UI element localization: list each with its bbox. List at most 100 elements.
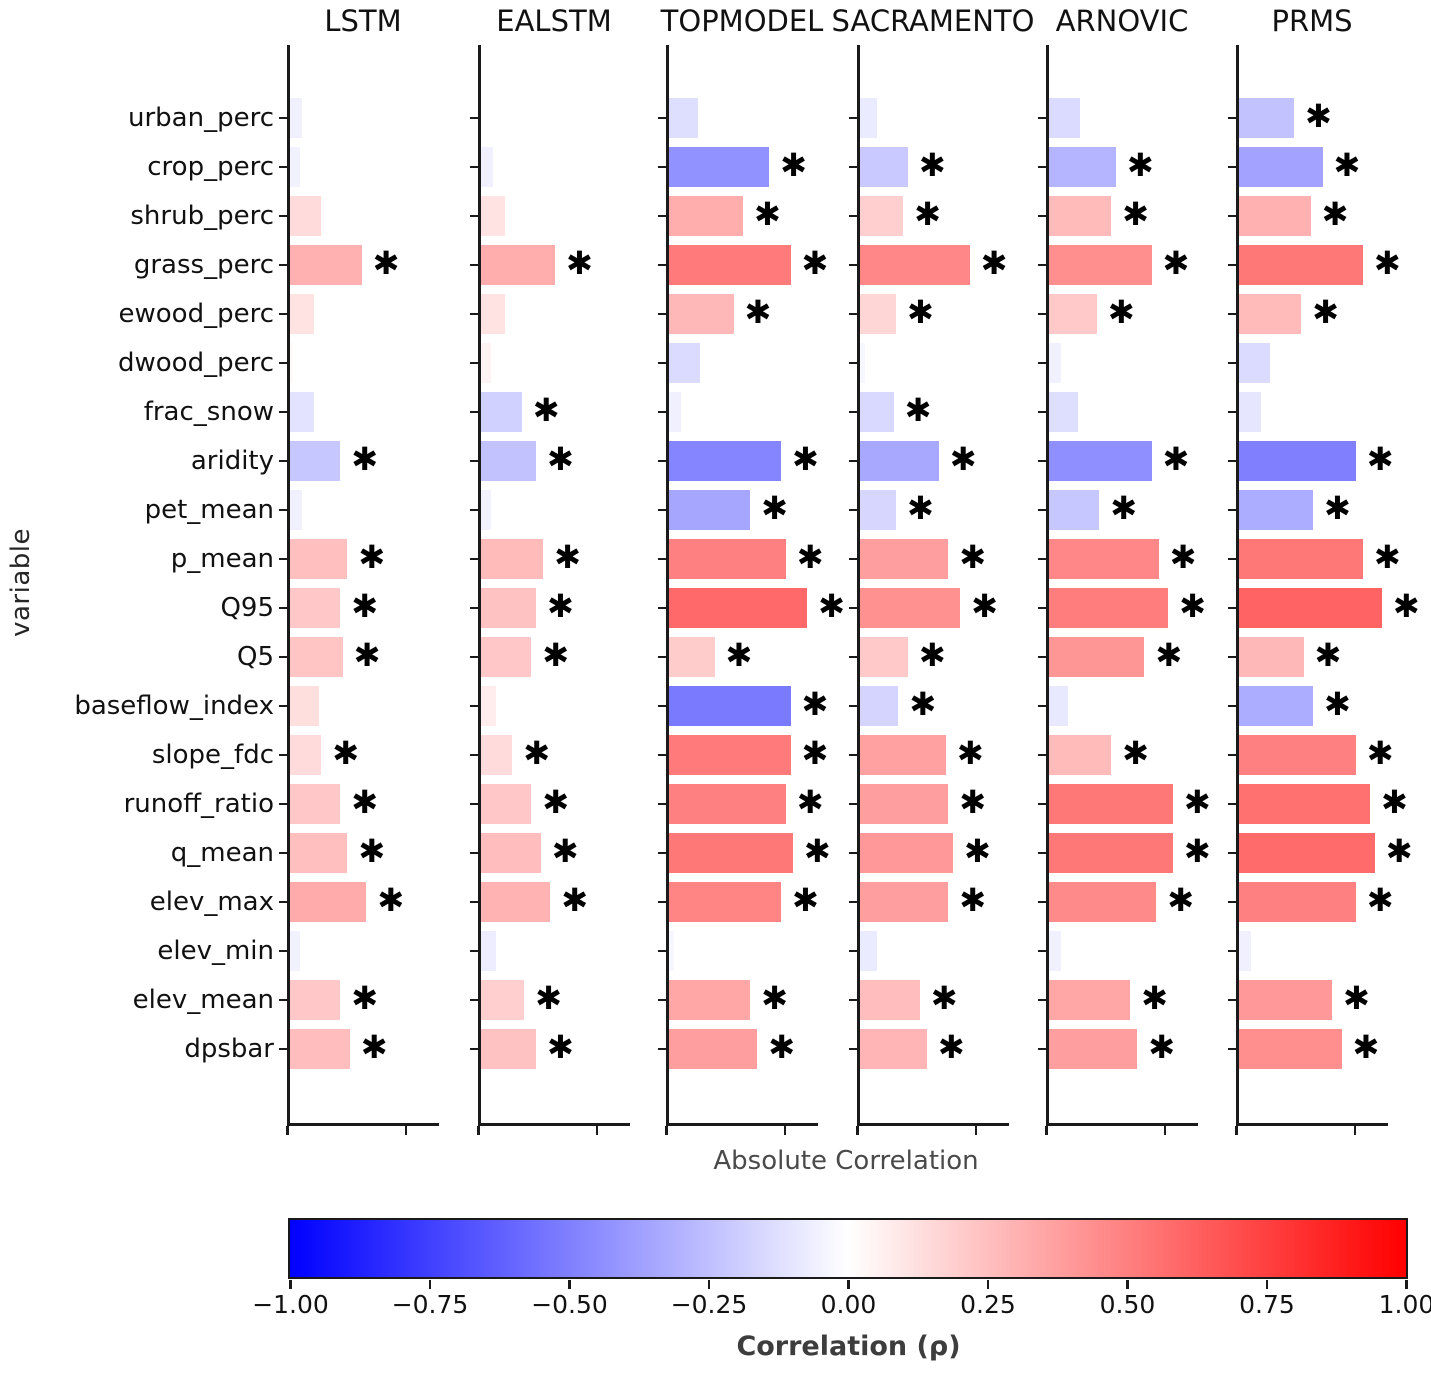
bar-prms-p-mean: [1238, 539, 1363, 579]
significance-asterisk-icon: ✱: [959, 538, 987, 576]
bar-lstm-grass-perc: [289, 245, 362, 285]
bar-topmodel-shrub-perc: [668, 196, 743, 236]
bar-prms-runoff-ratio: [1238, 784, 1370, 824]
y-tick: [470, 508, 478, 512]
bar-ealstm-elev-min: [480, 931, 496, 971]
bar-sacramento-elev-mean: [859, 980, 920, 1020]
row-label-shrub-perc: shrub_perc: [130, 201, 274, 231]
y-tick: [658, 606, 666, 610]
bar-topmodel-dpsbar: [668, 1029, 758, 1069]
y-tick: [658, 802, 666, 806]
bar-sacramento-aridity: [859, 441, 939, 481]
bar-prms-baseflow-index: [1238, 686, 1313, 726]
bar-arnovic-frac-snow: [1048, 392, 1078, 432]
bar-lstm-elev-mean: [289, 980, 341, 1020]
significance-asterisk-icon: ✱: [1333, 146, 1361, 184]
significance-asterisk-icon: ✱: [566, 244, 593, 282]
bar-sacramento-urban-perc: [859, 98, 877, 138]
y-tick: [279, 802, 287, 806]
y-tick: [1038, 1047, 1046, 1051]
significance-asterisk-icon: ✱: [761, 489, 788, 527]
bottom-spine: [1046, 1123, 1198, 1126]
significance-asterisk-icon: ✱: [780, 146, 807, 184]
left-spine: [666, 45, 669, 1126]
row-label-urban-perc: urban_perc: [128, 103, 274, 133]
y-tick: [849, 263, 857, 267]
x-tick: [404, 1126, 408, 1135]
bar-sacramento-elev-max: [859, 882, 949, 922]
bar-prms-q95: [1238, 588, 1382, 628]
colorbar-tick: [289, 1280, 292, 1289]
bar-ealstm-grass-perc: [480, 245, 555, 285]
significance-asterisk-icon: ✱: [535, 979, 562, 1017]
y-tick: [1228, 753, 1236, 757]
y-tick: [849, 557, 857, 561]
significance-asterisk-icon: ✱: [1183, 783, 1211, 821]
significance-asterisk-icon: ✱: [523, 734, 551, 772]
x-tick: [665, 1126, 668, 1135]
panel-title-topmodel: TOPMODEL: [660, 4, 824, 38]
bar-sacramento-q-mean: [859, 833, 953, 873]
significance-asterisk-icon: ✱: [1366, 440, 1394, 478]
bar-prms-pet-mean: [1238, 490, 1313, 530]
bar-ealstm-crop-perc: [480, 147, 494, 187]
bar-sacramento-elev-min: [859, 931, 877, 971]
panel-lstm: ✱ ✱ ✱ ✱ ✱ ✱ ✱ ✱ ✱ ✱ ✱: [279, 45, 439, 1135]
bar-topmodel-dwood-perc: [668, 343, 701, 383]
y-tick: [849, 851, 857, 855]
x-tick: [1353, 1126, 1357, 1135]
bar-ealstm-q95: [480, 588, 536, 628]
y-tick: [1038, 900, 1046, 904]
significance-asterisk-icon: ✱: [1385, 832, 1413, 870]
colorbar-tick: [707, 1280, 711, 1289]
significance-asterisk-icon: ✱: [1162, 440, 1190, 478]
y-tick: [849, 508, 857, 512]
y-tick: [1038, 361, 1046, 365]
bar-ealstm-aridity: [480, 441, 536, 481]
significance-asterisk-icon: ✱: [377, 881, 405, 919]
significance-asterisk-icon: ✱: [332, 734, 360, 772]
colorbar-tick-label: −0.25: [670, 1290, 748, 1319]
bar-sacramento-shrub-perc: [859, 196, 904, 236]
x-tick: [856, 1126, 859, 1135]
significance-asterisk-icon: ✱: [909, 685, 937, 723]
row-label-baseflow-index: baseflow_index: [74, 691, 274, 721]
y-tick: [658, 263, 666, 267]
row-label-crop-perc: crop_perc: [147, 152, 274, 182]
y-tick: [470, 949, 478, 953]
significance-asterisk-icon: ✱: [744, 293, 772, 331]
significance-asterisk-icon: ✱: [930, 979, 958, 1017]
y-tick: [470, 1047, 478, 1051]
bar-lstm-dwood-perc: [289, 343, 293, 383]
y-tick: [1228, 459, 1236, 463]
y-tick: [1228, 655, 1236, 659]
colorbar-tick: [568, 1280, 571, 1289]
bar-lstm-q95: [289, 588, 341, 628]
y-tick: [1038, 312, 1046, 316]
significance-asterisk-icon: ✱: [1321, 195, 1349, 233]
significance-asterisk-icon: ✱: [918, 636, 946, 674]
significance-asterisk-icon: ✱: [801, 685, 829, 723]
y-tick: [658, 753, 666, 757]
y-tick: [849, 998, 857, 1002]
y-tick: [849, 802, 857, 806]
bar-arnovic-ewood-perc: [1048, 294, 1097, 334]
panel-prms: ✱ ✱ ✱ ✱ ✱ ✱ ✱ ✱ ✱ ✱ ✱ ✱ ✱ ✱ ✱ ✱ ✱: [1228, 45, 1420, 1135]
bar-topmodel-q5: [668, 637, 715, 677]
y-tick: [1228, 361, 1236, 365]
y-tick: [849, 410, 857, 414]
y-tick: [279, 165, 287, 169]
y-tick: [1228, 851, 1236, 855]
y-tick: [470, 263, 478, 267]
significance-asterisk-icon: ✱: [1107, 293, 1135, 331]
y-tick: [1228, 949, 1236, 953]
bar-sacramento-baseflow-index: [859, 686, 899, 726]
row-label-p-mean: p_mean: [170, 544, 274, 574]
bar-prms-q5: [1238, 637, 1304, 677]
y-tick: [279, 508, 287, 512]
y-tick: [1228, 900, 1236, 904]
y-tick: [279, 753, 287, 757]
y-tick: [658, 214, 666, 218]
y-tick: [470, 165, 478, 169]
